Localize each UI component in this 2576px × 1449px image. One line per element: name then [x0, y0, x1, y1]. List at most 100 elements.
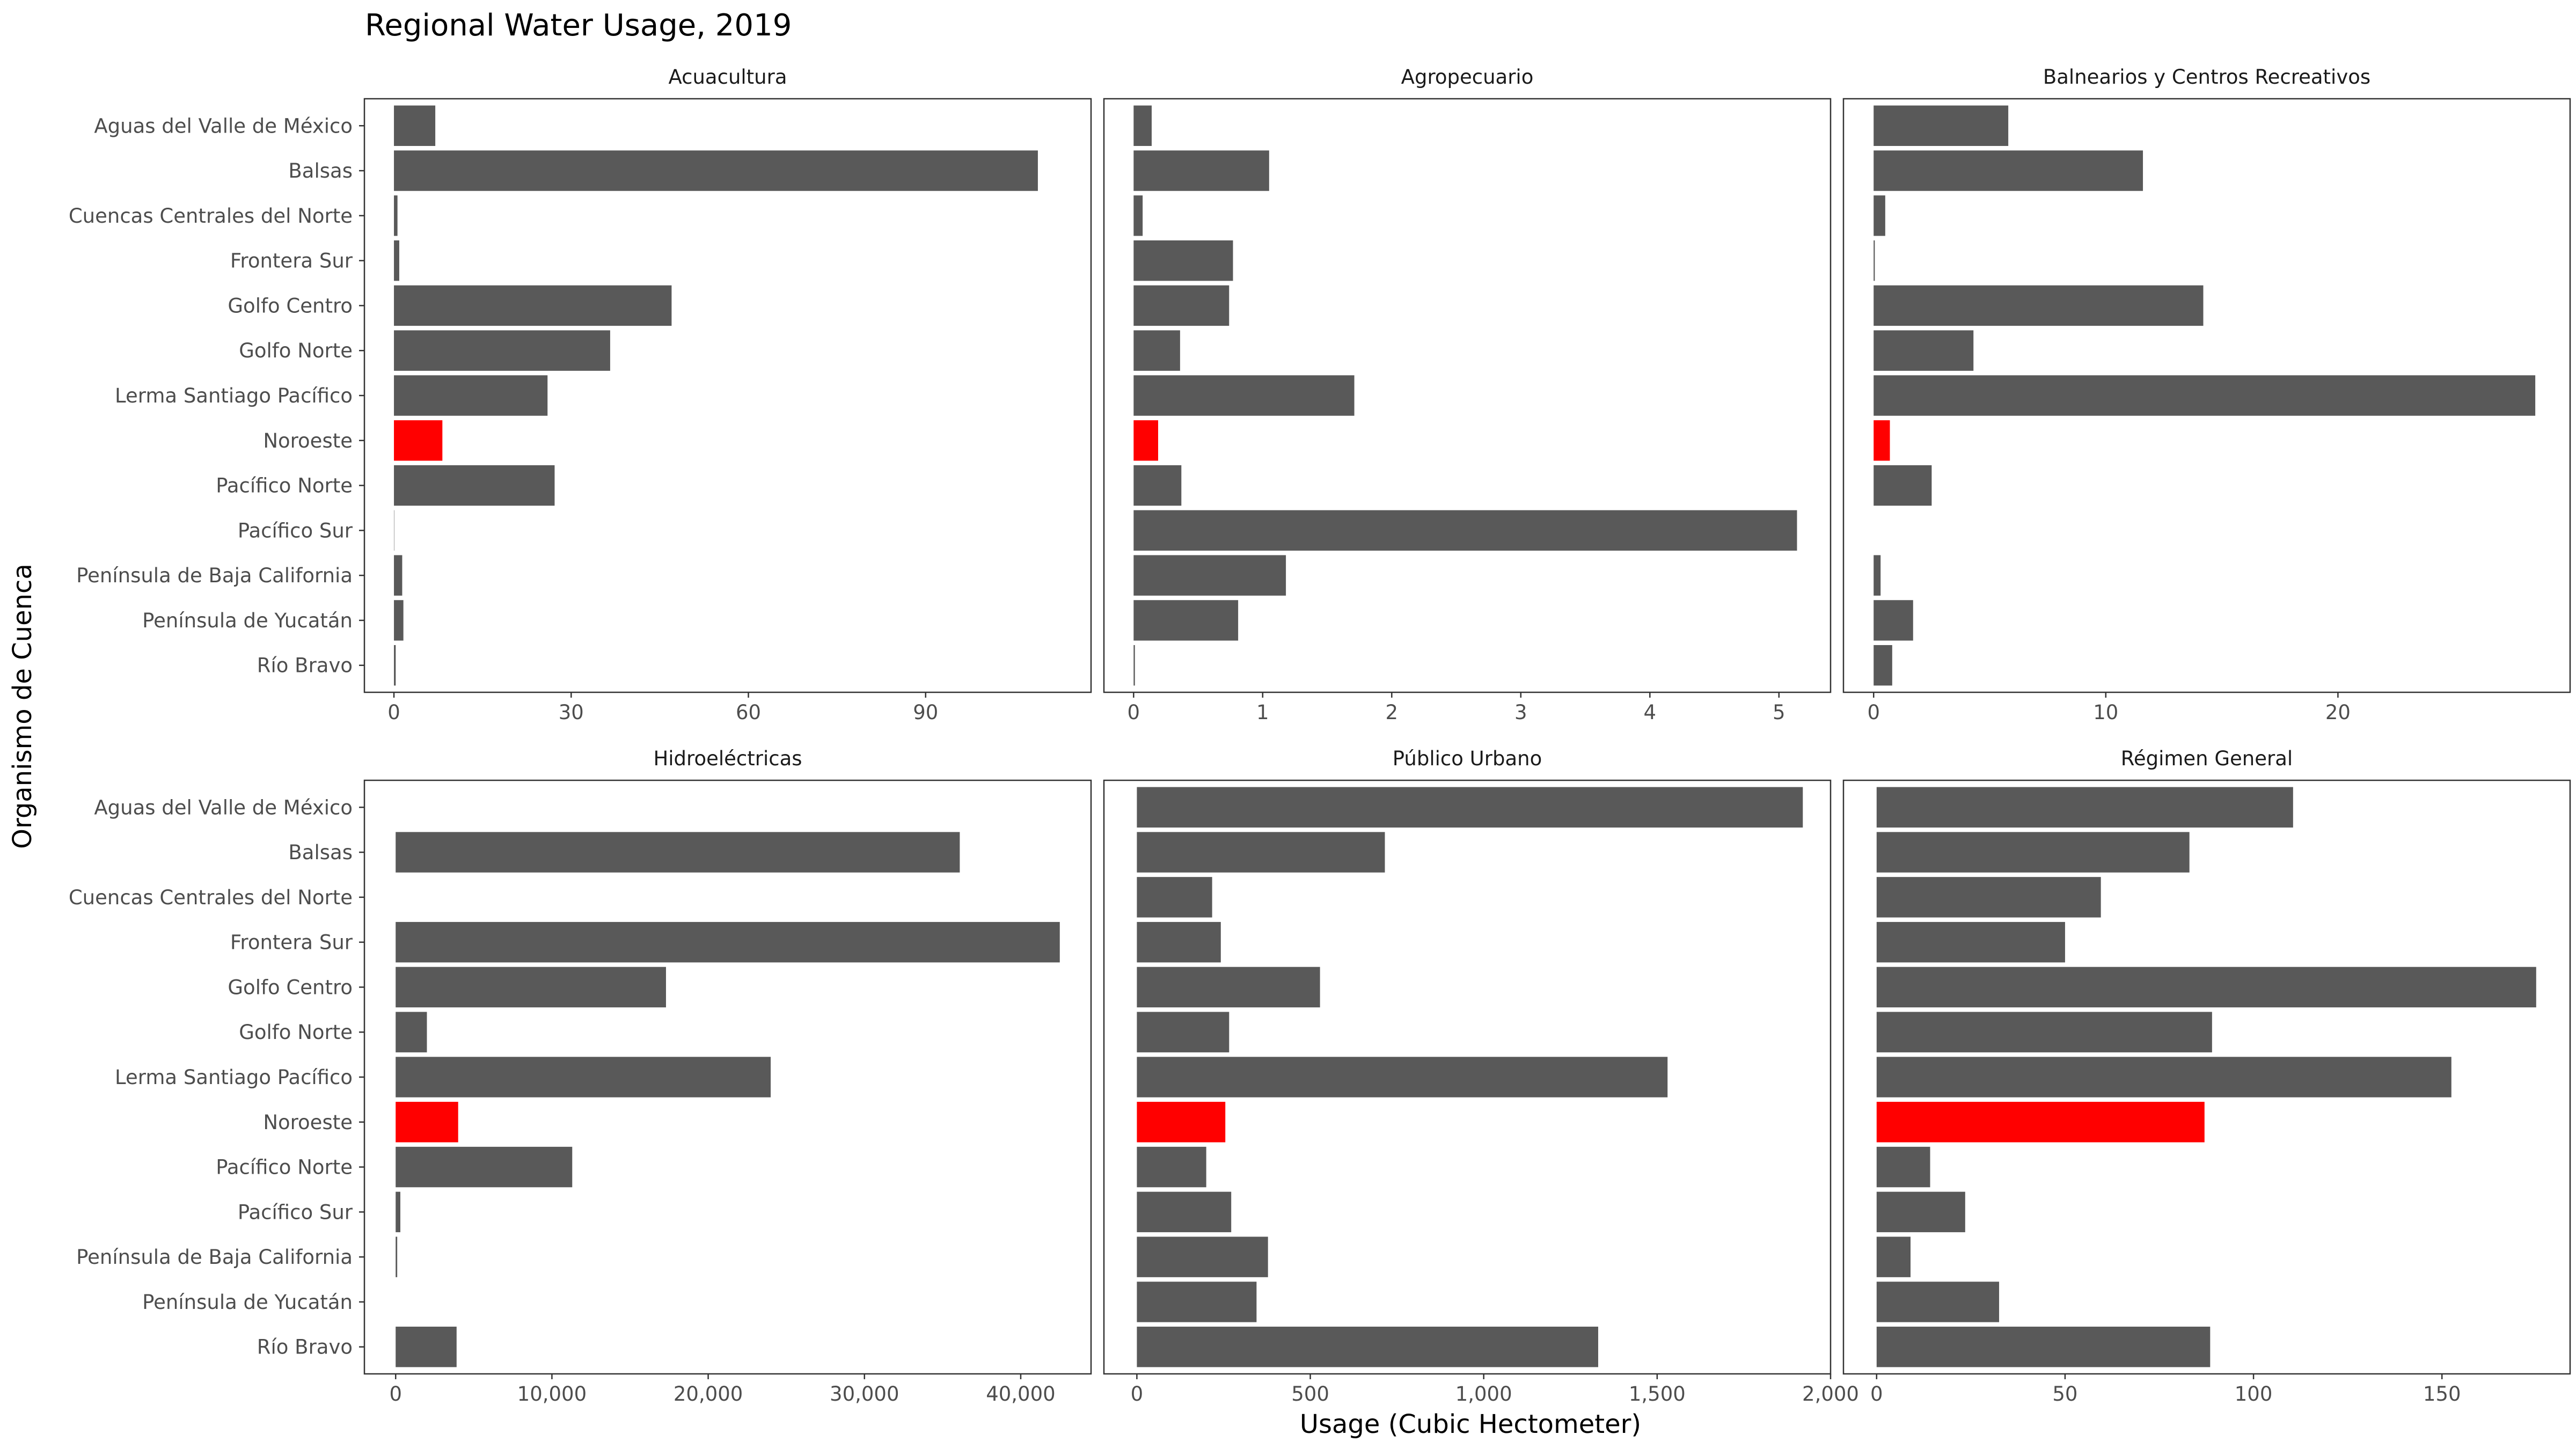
bar-default	[1133, 285, 1230, 326]
bar-highlighted	[1133, 420, 1159, 461]
x-tick-label: 0	[1867, 701, 1880, 724]
bar-default	[1876, 1236, 1911, 1277]
bar-default	[1137, 832, 1385, 873]
bar-default	[394, 555, 402, 596]
y-category-label: Noroeste	[263, 1111, 353, 1134]
bar-default	[394, 465, 555, 506]
bar-default	[1874, 645, 1892, 686]
x-tick-label: 10,000	[517, 1382, 587, 1406]
bar-default	[1876, 832, 2190, 873]
bar-default	[1133, 240, 1233, 281]
y-category-label: Frontera Sur	[230, 250, 353, 273]
bar-default	[396, 1146, 573, 1188]
y-category-label: Frontera Sur	[230, 931, 353, 954]
bar-highlighted	[394, 420, 443, 461]
bar-default	[1133, 330, 1180, 371]
x-tick-label: 0	[1131, 1382, 1144, 1406]
bar-default	[394, 330, 610, 371]
y-category-label: Península de Baja California	[76, 564, 353, 587]
bar-default	[1874, 555, 1881, 596]
x-tick-label: 1	[1256, 701, 1269, 724]
x-tick-label: 0	[389, 1382, 402, 1406]
bar-default	[396, 921, 1060, 963]
facet-balnearios-y-centros-recreativos: Balnearios y Centros Recreativos 0 10 20	[1842, 65, 2571, 724]
bar-default	[1876, 877, 2101, 918]
bar-default	[1133, 150, 1269, 191]
bar-default	[1137, 967, 1320, 1008]
x-tick-label: 5	[1773, 701, 1785, 724]
y-category-label: Golfo Norte	[239, 1021, 353, 1044]
facet-regimen-general: Régimen General 0 50 100 150	[1842, 747, 2571, 1406]
bar-default	[1133, 195, 1143, 236]
y-category-label: Golfo Norte	[239, 339, 353, 362]
facet-strip-label: Acuacultura	[668, 65, 787, 89]
bar-default	[1137, 877, 1212, 918]
x-tick-label: 50	[2052, 1382, 2077, 1406]
bar-default	[1137, 1012, 1230, 1052]
y-category-label: Balsas	[288, 159, 353, 182]
bar-default	[1874, 240, 1875, 281]
bar-default	[1876, 1057, 2451, 1097]
x-tick-label: 1,500	[1629, 1382, 1686, 1406]
bar-default	[394, 195, 398, 236]
bar-default	[394, 240, 399, 281]
bar-default	[1876, 1191, 1965, 1233]
bar-default	[1876, 921, 2065, 963]
bar-default	[1137, 1146, 1206, 1188]
y-category-label: Península de Yucatán	[142, 1291, 353, 1314]
y-category-label: Aguas del Valle de México	[94, 796, 353, 819]
y-category-label: Pacífico Sur	[238, 519, 353, 542]
bar-highlighted	[1137, 1102, 1226, 1143]
x-axis-title: Usage (Cubic Hectometer)	[1300, 1409, 1641, 1439]
y-category-label: Río Bravo	[257, 1336, 353, 1359]
bar-default	[394, 285, 672, 326]
x-tick-label: 60	[736, 701, 761, 724]
x-tick-label: 0	[1128, 701, 1140, 724]
x-tick-label: 3	[1514, 701, 1527, 724]
panel-border	[1842, 98, 2571, 693]
y-category-label: Península de Yucatán	[142, 609, 353, 632]
panel-border	[1842, 779, 2571, 1375]
y-category-label: Lerma Santiago Pacífico	[115, 1066, 353, 1089]
y-category-label: Península de Baja California	[76, 1246, 353, 1269]
x-tick-label: 30,000	[830, 1382, 899, 1406]
x-tick-label: 40,000	[986, 1382, 1055, 1406]
bar-default	[396, 1236, 398, 1277]
x-tick-label: 0	[1870, 1382, 1883, 1406]
bar-highlighted	[396, 1102, 458, 1143]
bar-default	[1874, 195, 1885, 236]
facet-strip-label: Balnearios y Centros Recreativos	[2043, 65, 2370, 89]
bar-default	[394, 105, 436, 146]
facet-publico-urbano: Público Urbano 0 500 1,000 1,500 2,000	[1103, 747, 1859, 1406]
y-category-label: Pacífico Norte	[216, 474, 353, 497]
bar-default	[1876, 1012, 2212, 1052]
bar-default	[1874, 105, 2009, 146]
bar-default	[1133, 510, 1797, 551]
y-category-label: Cuencas Centrales del Norte	[69, 886, 353, 909]
facet-strip-label: Régimen General	[2121, 747, 2293, 770]
bar-default	[1137, 1191, 1232, 1233]
bar-default	[1137, 787, 1803, 828]
bar-default	[1137, 1282, 1257, 1322]
x-tick-label: 100	[2235, 1382, 2273, 1406]
x-tick-label: 20	[2325, 701, 2351, 724]
bar-default	[394, 600, 404, 641]
bar-default	[1133, 105, 1152, 146]
facet-strip-label: Público Urbano	[1393, 747, 1542, 770]
bar-default	[1137, 1327, 1598, 1367]
bar-default	[1876, 787, 2293, 828]
bar-default	[1876, 1282, 2000, 1322]
bar-highlighted	[1874, 420, 1890, 461]
bar-default	[1874, 285, 2204, 326]
bar-default	[1874, 375, 2536, 416]
x-tick-label: 20,000	[674, 1382, 743, 1406]
y-category-label: Golfo Centro	[228, 976, 353, 999]
panel-border	[1103, 779, 1832, 1375]
bar-default	[394, 645, 396, 686]
x-tick-label: 500	[1291, 1382, 1329, 1406]
bar-default	[396, 1057, 771, 1097]
y-category-label: Balsas	[288, 841, 353, 864]
chart-title: Regional Water Usage, 2019	[365, 8, 792, 43]
